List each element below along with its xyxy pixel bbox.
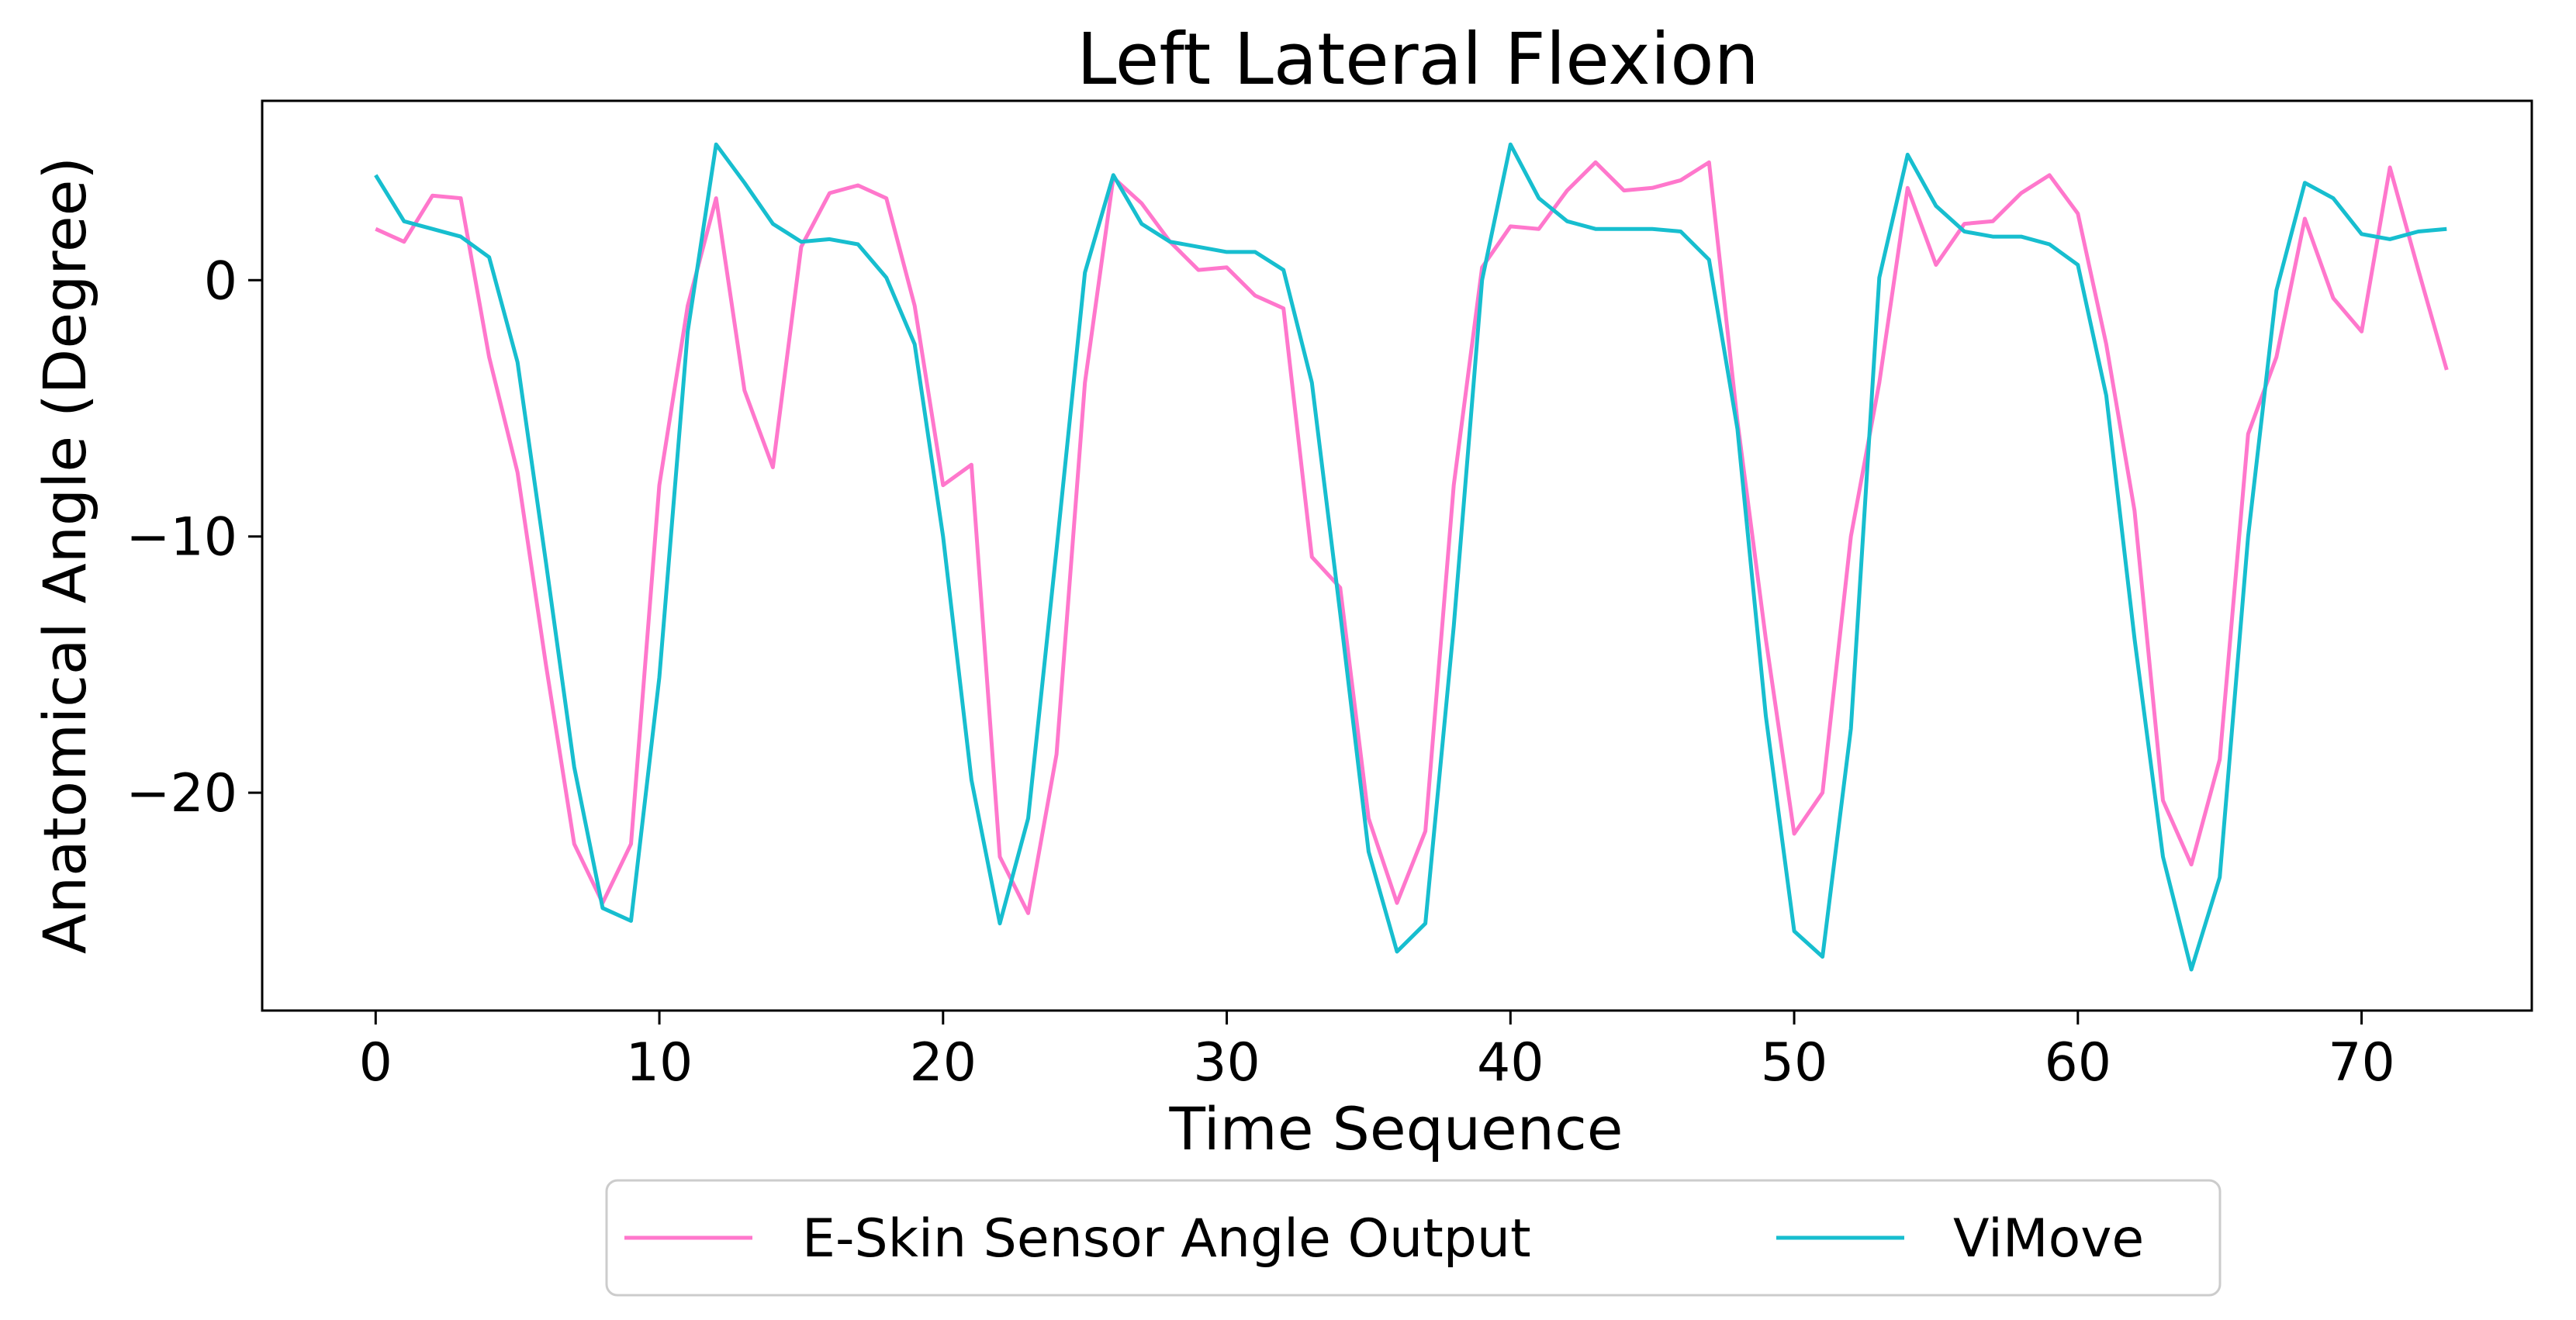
series-line-0 (375, 160, 2449, 915)
plot-area (261, 99, 2533, 1012)
x-tick-label-1: 10 (626, 1032, 693, 1094)
legend-box (605, 1179, 2222, 1297)
series-layer (374, 142, 2449, 972)
legend: E-Skin Sensor Angle Output ViMove (605, 1179, 2222, 1297)
x-axis-label: Time Sequence (1168, 1094, 1623, 1163)
y-tick-label-2: 0 (204, 251, 237, 312)
x-axis-ticks: 0 10 20 30 40 50 60 70 (359, 1011, 2395, 1094)
y-tick-label-1: −10 (126, 507, 237, 568)
x-tick-label-7: 70 (2328, 1032, 2395, 1094)
legend-label-e-skin: E-Skin Sensor Angle Output (802, 1208, 1531, 1270)
x-tick-label-2: 20 (910, 1032, 977, 1094)
series-line-1 (374, 142, 2447, 972)
x-tick-label-4: 40 (1477, 1032, 1544, 1094)
y-axis-label: Anatomical Angle (Degree) (30, 157, 99, 954)
legend-label-vimove: ViMove (1953, 1208, 2144, 1270)
plot-frame (261, 99, 2533, 1012)
x-tick-label-6: 60 (2045, 1032, 2112, 1094)
chart-title: Left Lateral Flexion (1077, 18, 1759, 101)
x-tick-label-5: 50 (1761, 1032, 1828, 1094)
y-axis-ticks: −20 −10 0 (126, 251, 262, 824)
x-tick-label-3: 30 (1193, 1032, 1260, 1094)
y-tick-label-0: −20 (126, 763, 237, 824)
x-tick-label-0: 0 (359, 1032, 392, 1094)
